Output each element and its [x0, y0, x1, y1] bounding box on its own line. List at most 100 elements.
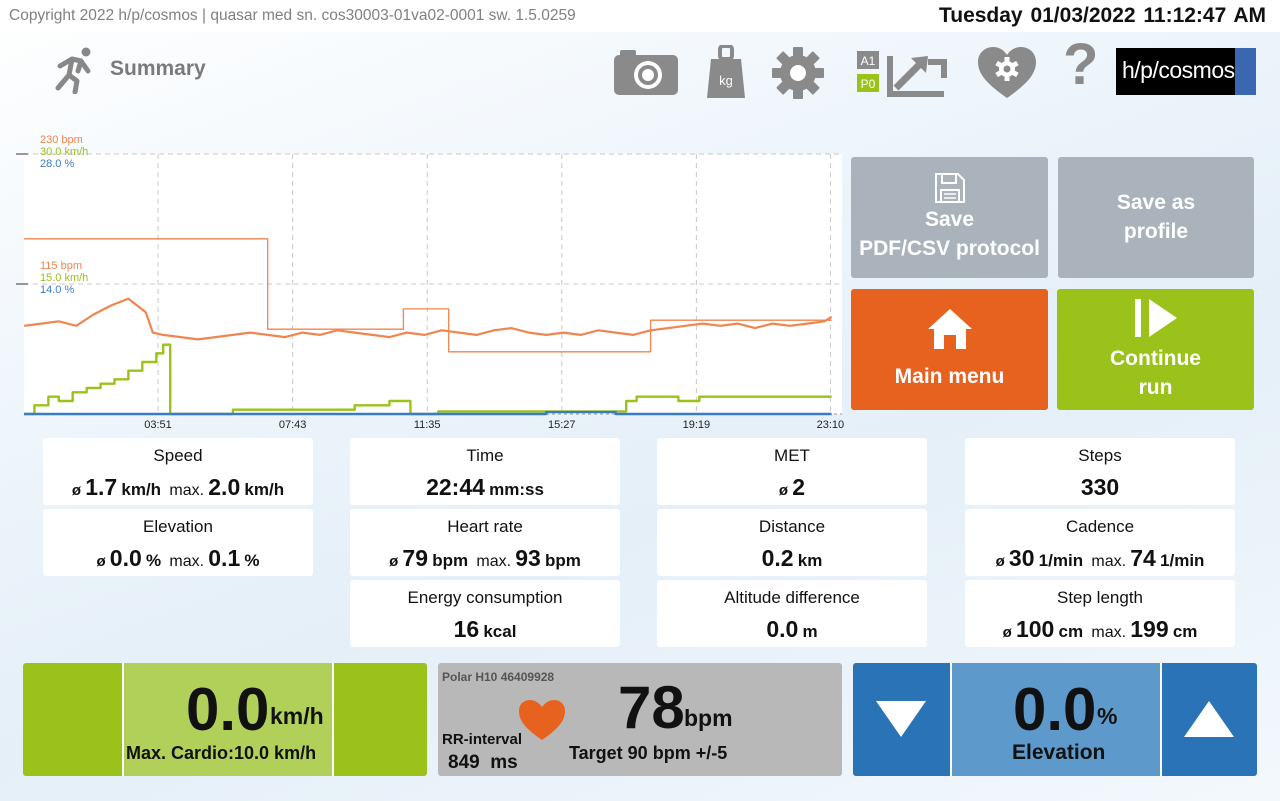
stat-value: ø 30 1/min max. 74 1/min: [965, 545, 1235, 572]
hp-cosmos-logo: h/p/cosmos: [1116, 48, 1256, 95]
x-tick-label: 07:43: [279, 419, 307, 431]
max-unit: %: [244, 551, 260, 570]
stat-label: Step length: [1056, 588, 1143, 607]
elevation-decrease-button[interactable]: [853, 663, 950, 776]
stat-label: Heart rate: [447, 517, 523, 536]
avg-prefix: ø: [71, 482, 82, 499]
save-profile-label-1: Save as: [1116, 190, 1196, 214]
speed-decrease-button[interactable]: [23, 663, 122, 776]
y-axis-mid-label: 115 bpm: [40, 260, 82, 272]
speed-unit: km/h: [270, 703, 324, 729]
stat-elevation: Elevation ø 0.0 % max. 0.1 %: [43, 509, 313, 576]
continue-run-label-2: run: [1138, 375, 1173, 399]
stat-label: Steps: [1078, 446, 1122, 465]
elevation-unit: %: [1097, 703, 1118, 729]
help-icon[interactable]: ?: [1063, 32, 1099, 97]
max-unit: km/h: [244, 480, 285, 499]
altitude-value: 0.0: [766, 616, 799, 642]
elevation-control-panel: 0.0 % Elevation: [853, 663, 1257, 776]
avg-prefix: ø: [96, 553, 106, 570]
stat-time: Time 22:44 mm:ss: [350, 438, 620, 505]
chart-series-line: [23, 297, 833, 341]
weight-unit-label: kg: [719, 73, 733, 88]
max-value: 199: [1130, 616, 1169, 642]
rr-interval-value: 849 ms: [448, 752, 518, 774]
hr-unit: bpm: [684, 705, 733, 731]
y-axis-max-label: 230 bpm: [40, 134, 83, 146]
date-time: Tuesday 01/03/2022 11:12:47 AM: [938, 4, 1266, 27]
y-axis-mid-label: 15.0 km/h: [40, 272, 88, 284]
y-axis-max-label: 28.0 %: [40, 158, 74, 170]
save-protocol-label-2: PDF/CSV protocol: [859, 236, 1040, 260]
avg-value: 79: [402, 545, 429, 571]
runner-icon: [55, 47, 91, 94]
x-tick-label: 23:10: [817, 419, 845, 431]
max-unit: cm: [1172, 622, 1198, 641]
max-value: 0.1: [208, 545, 241, 571]
continue-run-button[interactable]: Continue run: [1057, 289, 1254, 410]
save-profile-button[interactable]: Save as profile: [1058, 157, 1254, 278]
home-icon: [927, 309, 972, 350]
stat-value: ø 0.0 % max. 0.1 %: [43, 545, 313, 572]
avg-unit: %: [145, 551, 162, 570]
energy-unit: kcal: [483, 622, 517, 641]
logo-accent: [1235, 48, 1256, 95]
main-menu-button[interactable]: Main menu: [851, 289, 1048, 410]
rr-unit: ms: [490, 752, 518, 773]
elevation-increase-button[interactable]: [1160, 663, 1257, 776]
max-cardio-label: Max. Cardio:10.0 km/h: [126, 743, 317, 763]
speed-display: 0.0 km/h Max. Cardio:10.0 km/h: [122, 663, 334, 776]
max-label: max.: [169, 553, 205, 570]
max-value: 74: [1130, 545, 1156, 571]
camera-icon[interactable]: [613, 48, 679, 96]
speed-control-panel: 0.0 km/h Max. Cardio:10.0 km/h: [23, 663, 427, 776]
stat-speed: Speed ø 1.7 km/h max. 2.0 km/h: [43, 438, 313, 505]
chart-series-line: [24, 410, 832, 416]
elevation-value: 0.0: [1013, 676, 1097, 743]
stat-steps: Steps 330: [965, 438, 1235, 505]
heart-settings-icon[interactable]: [977, 46, 1037, 100]
steps-value: 330: [1080, 474, 1120, 500]
rr-value: 849: [448, 752, 480, 773]
floppy-disk-icon: [934, 172, 965, 203]
speed-increase-button[interactable]: [332, 663, 427, 776]
avg-value: 1.7: [85, 474, 118, 500]
energy-value: 16: [453, 616, 480, 642]
stat-label: Cadence: [1065, 517, 1135, 536]
speed-value: 0.0: [186, 676, 270, 743]
stat-label: MET: [774, 446, 810, 465]
x-tick-label: 11:35: [414, 419, 441, 431]
avg-unit: 1/min: [1038, 551, 1084, 570]
avg-prefix: ø: [1002, 624, 1012, 641]
stat-heart-rate: Heart rate ø 79 bpm max. 93 bpm: [350, 509, 620, 576]
stat-step-length: Step length ø 100 cm max. 199 cm: [965, 580, 1235, 647]
hr-value: 78: [618, 674, 685, 741]
continue-run-label-1: Continue: [1110, 346, 1201, 370]
stat-value: ø 1.7 km/h max. 2.0 km/h: [43, 474, 313, 501]
save-protocol-button[interactable]: Save PDF/CSV protocol: [851, 157, 1048, 278]
arrow-up-icon: [1184, 701, 1234, 737]
stat-label: Speed: [153, 446, 203, 465]
avg-unit: cm: [1058, 622, 1084, 641]
a1-p0-reset-icon[interactable]: A1 P0: [856, 48, 948, 98]
avg-value: 30: [1008, 545, 1035, 571]
logo-text: h/p/cosmos: [1122, 57, 1235, 83]
avg-prefix: ø: [389, 553, 399, 570]
gear-icon[interactable]: [771, 46, 825, 100]
stat-value: ø 100 cm max. 199 cm: [965, 616, 1235, 643]
a1-label: A1: [861, 54, 876, 68]
stat-label: Altitude difference: [724, 588, 860, 607]
avg-value: 0.0: [109, 545, 142, 571]
copyright-text: Copyright 2022 h/p/cosmos | quasar med s…: [9, 7, 576, 24]
chart-series-line: [24, 238, 832, 353]
hr-target: Target 90 bpm +/-5: [569, 743, 728, 763]
stat-label: Elevation: [143, 517, 213, 536]
stat-label: Distance: [758, 517, 826, 536]
max-unit: bpm: [545, 551, 581, 570]
rr-interval-label: RR-interval: [442, 731, 523, 748]
altitude-unit: m: [802, 622, 818, 641]
stat-label: Time: [466, 446, 504, 465]
avg-unit: bpm: [432, 551, 469, 570]
stat-value: 22:44 mm:ss: [350, 474, 620, 501]
weight-icon[interactable]: kg: [706, 45, 746, 99]
